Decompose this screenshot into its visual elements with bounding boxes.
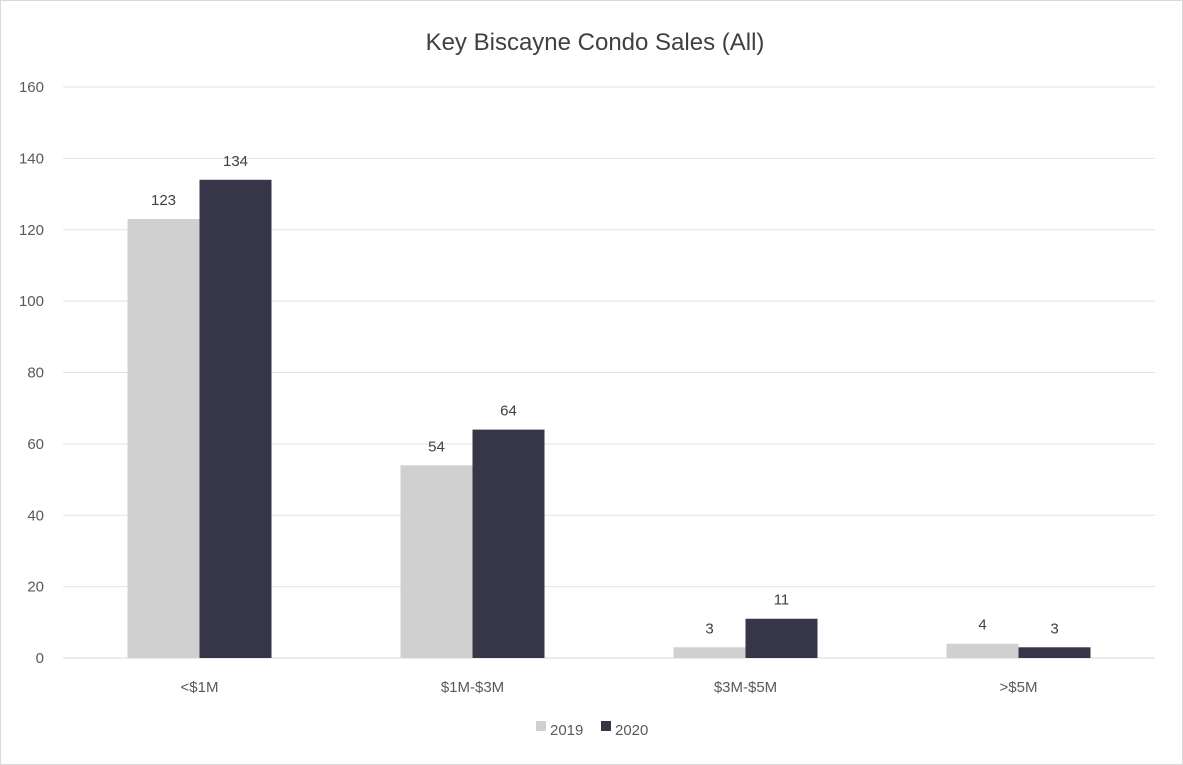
- bar-2019-3: [946, 643, 1019, 658]
- legend-label: 2020: [615, 722, 648, 739]
- y-tick-label: 140: [19, 150, 44, 167]
- y-tick-label: 20: [27, 579, 44, 596]
- bar-2019-1: [400, 465, 473, 658]
- y-tick-label: 80: [27, 365, 44, 382]
- bar-2019-0: [127, 219, 200, 658]
- y-tick-label: 160: [19, 79, 44, 96]
- x-category-label: $1M-$3M: [441, 679, 504, 696]
- x-axis-categories: <$1M $1M-$3M $3M-$5M >$5M: [181, 679, 1038, 696]
- y-axis-ticks: 0 20 40 60 80 100 120 140 160: [19, 79, 44, 667]
- bar-2020-1: [472, 429, 545, 658]
- data-label: 134: [223, 153, 248, 170]
- y-tick-label: 60: [27, 436, 44, 453]
- x-category-label: <$1M: [181, 679, 219, 696]
- data-label: 3: [705, 620, 713, 637]
- data-labels: 123 134 54 64 3 11 4 3: [151, 153, 1059, 638]
- legend: 2019 2020: [536, 721, 648, 739]
- bar-2020-0: [199, 179, 272, 658]
- bar-2019-2: [673, 647, 746, 658]
- x-category-label: >$5M: [1000, 679, 1038, 696]
- bar-2020-3: [1018, 647, 1091, 658]
- legend-label: 2019: [550, 722, 583, 739]
- legend-swatch-2020: [601, 721, 611, 731]
- data-label: 54: [428, 438, 445, 455]
- bars: [127, 179, 1091, 658]
- y-tick-label: 100: [19, 293, 44, 310]
- y-tick-label: 40: [27, 507, 44, 524]
- data-label: 123: [151, 192, 176, 209]
- chart-title: Key Biscayne Condo Sales (All): [426, 29, 765, 56]
- y-tick-label: 0: [36, 650, 44, 667]
- data-label: 11: [774, 592, 790, 609]
- legend-swatch-2019: [536, 721, 546, 731]
- data-label: 4: [978, 617, 986, 634]
- x-category-label: $3M-$5M: [714, 679, 777, 696]
- data-label: 3: [1050, 620, 1058, 637]
- y-tick-label: 120: [19, 222, 44, 239]
- data-label: 64: [500, 403, 517, 420]
- bar-2020-2: [745, 618, 818, 658]
